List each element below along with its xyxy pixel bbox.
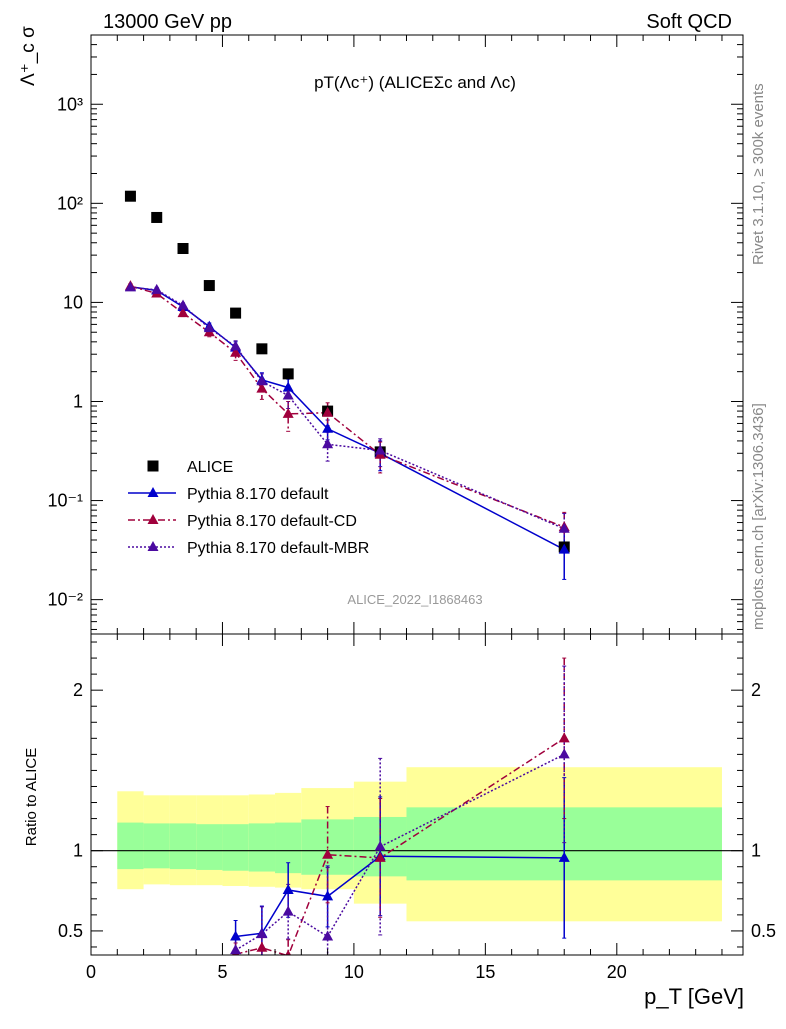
ratio-y-tick-label-right: 1 (751, 841, 761, 861)
inner-band-bin (143, 823, 170, 869)
main-point-cd (230, 346, 242, 357)
main-line-cd (130, 285, 565, 528)
main-y-tick-label: 10⁻¹ (47, 491, 83, 511)
ratio-point-mbr (256, 928, 268, 939)
analysis-label: ALICE_2022_I1868463 (347, 592, 482, 607)
ratio-point-default (282, 883, 294, 894)
legend-label-cd: Pythia 8.170 default-CD (187, 513, 357, 530)
main-line-default (130, 285, 565, 551)
ratio-markers-group (230, 732, 570, 955)
x-tick-label: 20 (607, 962, 627, 982)
legend-label-default: Pythia 8.170 default (187, 486, 329, 503)
tick-labels: 0 5 10 15 20 10⁻² 10⁻¹ 1 10 10² 10³ 0.5 0.5 1 1 2 2 (47, 94, 776, 982)
inner-band-bin (222, 824, 249, 871)
x-tick-label: 10 (344, 962, 364, 982)
x-tick-label: 5 (217, 962, 227, 982)
legend-marker-data (147, 460, 159, 472)
ratio-point-mbr (374, 840, 386, 851)
main-point-default (322, 422, 334, 433)
mcplots-label: mcplots.cern.ch [arXiv:1306.3436] (750, 403, 767, 630)
main-point-mbr (374, 444, 386, 455)
main-errors-group (128, 283, 567, 580)
main-point-data (151, 211, 163, 223)
main-point-default (558, 543, 570, 554)
main-point-cd (282, 407, 294, 418)
main-point-mbr (151, 283, 163, 294)
main-markers-group (124, 190, 570, 554)
energy-label: 13000 GeV pp (103, 11, 232, 33)
main-point-data (177, 243, 189, 255)
ratio-point-default (322, 890, 334, 901)
main-line-mbr (130, 286, 565, 530)
main-point-cd (256, 382, 268, 393)
x-axis-label: p_T [GeV] (644, 984, 744, 1009)
process-label: Soft QCD (646, 11, 732, 33)
main-y-tick-label: 1 (73, 391, 83, 411)
inner-band-bin (169, 823, 197, 870)
inner-band-bin (248, 823, 276, 872)
ratio-point-mbr (558, 748, 570, 759)
ratio-point-cd (558, 732, 570, 743)
legend-marker-default (147, 487, 159, 497)
ratio-y-axis-label: Ratio to ALICE (23, 748, 40, 846)
inner-band-bin (196, 824, 223, 870)
ratio-point-mbr (322, 930, 334, 941)
plot-frames (90, 34, 744, 956)
main-point-default (282, 381, 294, 392)
ratio-uncertainty-bands (117, 767, 722, 922)
main-y-tick-label: 10² (57, 193, 83, 213)
x-tick-label: 0 (86, 962, 96, 982)
ratio-point-default (558, 851, 570, 862)
legend: ALICE Pythia 8.170 default Pythia 8.170 de… (128, 459, 369, 557)
legend-marker-mbr (147, 541, 159, 551)
legend-label-mbr: Pythia 8.170 default-MBR (187, 540, 369, 557)
ratio-frame (90, 633, 744, 956)
ratio-point-cd (285, 949, 292, 955)
main-point-mbr (203, 322, 215, 333)
ratio-y-tick-label-right: 2 (751, 680, 761, 700)
main-point-mbr (558, 522, 570, 533)
main-y-tick-label: 10 (63, 292, 83, 312)
ratio-y-tick-label: 2 (73, 680, 83, 700)
main-point-mbr (124, 281, 136, 292)
ratio-point-default (230, 930, 242, 941)
ratio-line-default (235, 855, 565, 938)
main-point-cd (322, 406, 334, 417)
axis-ticks (90, 34, 743, 955)
main-point-data (282, 368, 294, 380)
main-y-tick-label: 10⁻² (47, 590, 83, 610)
legend-marker-cd (147, 514, 159, 524)
ratio-y-tick-label: 1 (73, 841, 83, 861)
ratio-point-mbr (282, 905, 294, 916)
main-point-mbr (282, 389, 294, 400)
main-y-tick-label: 10³ (57, 94, 83, 114)
main-point-data (124, 190, 136, 202)
main-point-data (230, 307, 242, 319)
main-point-data (203, 280, 215, 292)
ratio-point-cd (322, 848, 334, 859)
plot-title: pT(Λc⁺) (ALICEΣc and Λc) (314, 73, 516, 92)
ratio-line-cd (235, 737, 565, 955)
main-point-cd (177, 307, 189, 318)
main-point-mbr (177, 299, 189, 310)
legend-label-data: ALICE (187, 459, 233, 476)
x-tick-label: 15 (475, 962, 495, 982)
main-series-group (130, 285, 565, 551)
main-point-mbr (256, 375, 268, 386)
data-markers (124, 190, 570, 955)
inner-band-bin (117, 822, 144, 870)
ratio-y-tick-label: 0.5 (58, 921, 83, 941)
ratio-point-cd (374, 851, 386, 862)
ratio-point-mbr (230, 944, 242, 955)
ratio-y-tick-label-right: 0.5 (751, 921, 776, 941)
rivet-label: Rivet 3.1.10, ≥ 300k events (750, 83, 767, 265)
ratio-point-cd (256, 941, 268, 952)
main-point-mbr (322, 438, 334, 449)
main-point-mbr (230, 340, 242, 351)
main-point-data (256, 343, 268, 355)
main-y-axis-label: Λ⁺_c σ (18, 26, 39, 86)
